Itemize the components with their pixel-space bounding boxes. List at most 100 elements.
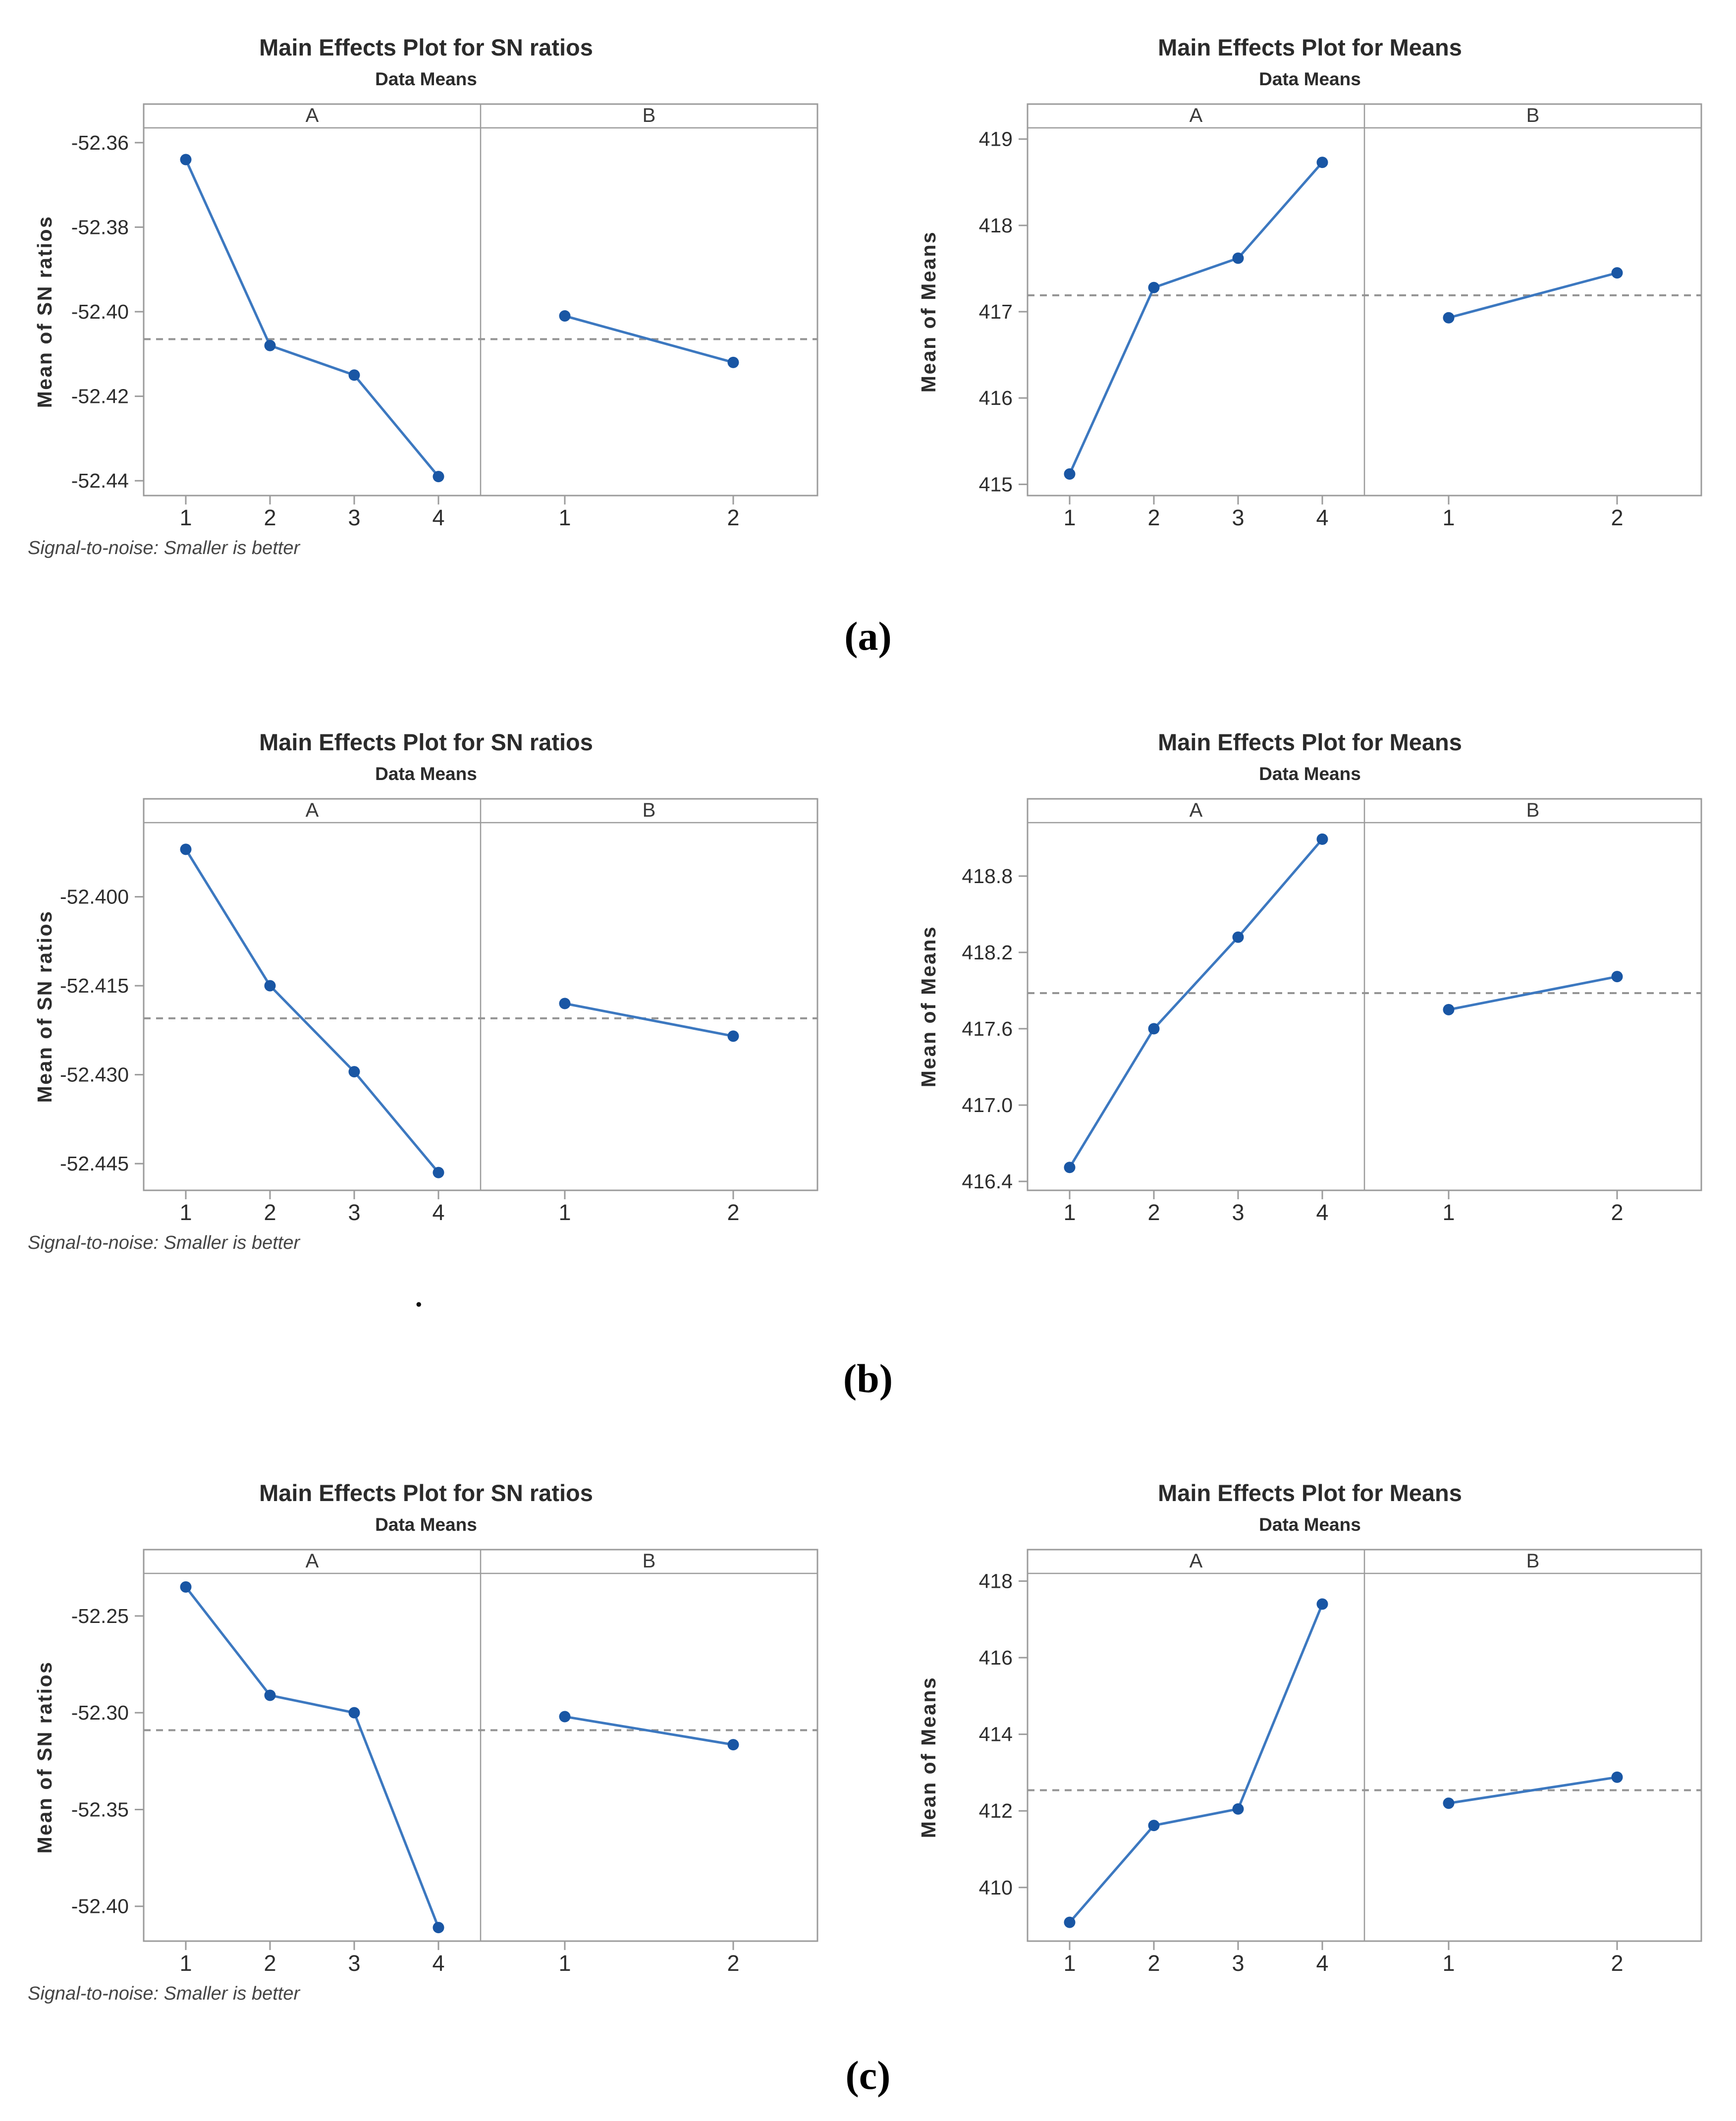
chart-title: Main Effects Plot for SN ratios <box>259 1480 593 1506</box>
panel-label-A: A <box>306 1550 319 1572</box>
x-tick-label: 2 <box>1147 1951 1160 1976</box>
data-point-A2 <box>264 980 276 992</box>
y-tick-label: -52.40 <box>71 300 129 323</box>
chart-subtitle: Data Means <box>375 764 477 784</box>
chart-b-means: Main Effects Plot for Means Data Means A B 4… <box>904 695 1716 1260</box>
chart-a-sn-ratios: Main Effects Plot for SN ratios Data Mean… <box>20 0 832 565</box>
chart-b-sn-ratios: Main Effects Plot for SN ratios Data Mean… <box>20 695 832 1260</box>
data-point-A3 <box>348 1066 360 1078</box>
panel-label-B: B <box>1526 799 1540 821</box>
x-tick-label: 4 <box>432 1951 444 1976</box>
x-tick-label: 4 <box>1316 1200 1328 1225</box>
x-tick-label: 1 <box>179 505 192 530</box>
data-point-B1 <box>1443 1797 1455 1809</box>
figure-label-c: (c) <box>845 2053 891 2098</box>
y-tick-label: 417 <box>979 300 1013 323</box>
panel-label-A: A <box>1190 105 1203 126</box>
y-tick-label: 418.2 <box>962 941 1013 964</box>
x-tick-label: 2 <box>1147 1200 1160 1225</box>
y-axis-label: Mean of Means <box>917 926 940 1087</box>
chart-subtitle: Data Means <box>1259 69 1361 89</box>
data-point-A1 <box>180 154 192 166</box>
data-point-A1 <box>180 1581 192 1593</box>
x-tick-label: 3 <box>1232 505 1244 530</box>
figure-a-means-plot: Main Effects Plot for Means Data Means A B 4… <box>904 0 1716 565</box>
x-tick-label: 1 <box>179 1200 192 1225</box>
figure-b-means-plot: Main Effects Plot for Means Data Means A B 4… <box>904 695 1716 1260</box>
panel-label-B: B <box>1526 105 1540 126</box>
series-line-B <box>564 1002 734 1038</box>
figure-label-b: (b) <box>843 1356 893 1401</box>
y-axis-label: Mean of Means <box>917 1676 940 1838</box>
series-line-A <box>1068 162 1323 475</box>
signal-to-noise-footnote: Signal-to-noise: Smaller is better <box>28 1232 300 1253</box>
x-tick-label: 2 <box>264 1951 276 1976</box>
y-tick-label: -52.400 <box>60 886 129 908</box>
data-point-B1 <box>559 998 571 1009</box>
data-point-A1 <box>1064 1916 1076 1928</box>
data-point-A1 <box>1064 1162 1076 1173</box>
data-point-B1 <box>559 310 571 322</box>
y-tick-label: -52.430 <box>60 1063 129 1086</box>
y-tick-label: 418 <box>979 1569 1013 1592</box>
data-point-A2 <box>264 339 276 351</box>
x-tick-label: 3 <box>348 1951 360 1976</box>
figure-row-b: Main Effects Plot for SN ratios Data Mean… <box>20 695 1716 1260</box>
data-point-A2 <box>1148 1820 1160 1832</box>
panel-label-A: A <box>1190 799 1203 821</box>
data-point-A3 <box>1232 252 1244 264</box>
data-point-A2 <box>1148 281 1160 293</box>
y-tick-label: 416.4 <box>962 1170 1013 1193</box>
chart-title: Main Effects Plot for Means <box>1158 34 1462 60</box>
x-tick-label: 2 <box>264 505 276 530</box>
y-axis-label: Mean of SN ratios <box>33 910 56 1103</box>
signal-to-noise-footnote: Signal-to-noise: Smaller is better <box>28 1983 300 2004</box>
x-tick-label: 1 <box>1063 1951 1076 1976</box>
panel-label-A: A <box>306 105 319 126</box>
y-tick-label: -52.445 <box>60 1152 129 1175</box>
chart-subtitle: Data Means <box>1259 1514 1361 1535</box>
series-line-B <box>564 1715 734 1746</box>
stray-period-mark: . <box>415 1281 423 1313</box>
y-tick-label: 417.0 <box>962 1094 1013 1116</box>
data-point-A1 <box>1064 468 1076 480</box>
data-point-B1 <box>1443 312 1455 324</box>
chart-subtitle: Data Means <box>375 69 477 89</box>
x-tick-label: 1 <box>558 1200 571 1225</box>
x-tick-label: 2 <box>264 1200 276 1225</box>
x-tick-label: 1 <box>1442 1200 1455 1225</box>
chart-subtitle: Data Means <box>375 1514 477 1535</box>
data-point-B1 <box>1443 1004 1455 1015</box>
x-tick-label: 2 <box>1611 505 1623 530</box>
x-tick-label: 1 <box>1442 505 1455 530</box>
data-point-A3 <box>348 1707 360 1719</box>
x-tick-label: 2 <box>727 1200 739 1225</box>
x-tick-label: 1 <box>1063 1200 1076 1225</box>
series-line-A <box>1068 838 1323 1169</box>
x-tick-label: 3 <box>348 505 360 530</box>
y-tick-label: -52.35 <box>71 1798 129 1821</box>
y-tick-label: 416 <box>979 1646 1013 1669</box>
chart-title: Main Effects Plot for SN ratios <box>259 34 593 60</box>
series-line-B <box>1448 1776 1618 1805</box>
y-tick-label: -52.38 <box>71 216 129 238</box>
panel-label-B: B <box>643 105 656 126</box>
data-point-A1 <box>180 843 192 855</box>
x-tick-label: 1 <box>179 1951 192 1976</box>
x-tick-label: 2 <box>727 505 739 530</box>
series-line-A <box>1069 1603 1324 1923</box>
y-tick-label: 417.6 <box>962 1017 1013 1040</box>
x-tick-label: 1 <box>1063 505 1076 530</box>
y-tick-label: 419 <box>979 128 1013 151</box>
data-point-A4 <box>1316 157 1328 168</box>
data-point-B2 <box>1611 267 1623 279</box>
series-line-B <box>564 315 734 364</box>
x-tick-label: 2 <box>1611 1200 1623 1225</box>
x-tick-label: 4 <box>1316 1951 1328 1976</box>
panel-label-A: A <box>306 799 319 821</box>
figure-label-a: (a) <box>844 614 892 659</box>
figure-b-sn-ratios-plot: Main Effects Plot for SN ratios Data Mean… <box>20 695 832 1260</box>
y-tick-label: 415 <box>979 473 1013 496</box>
data-point-B2 <box>727 1030 739 1042</box>
data-point-A3 <box>348 369 360 381</box>
